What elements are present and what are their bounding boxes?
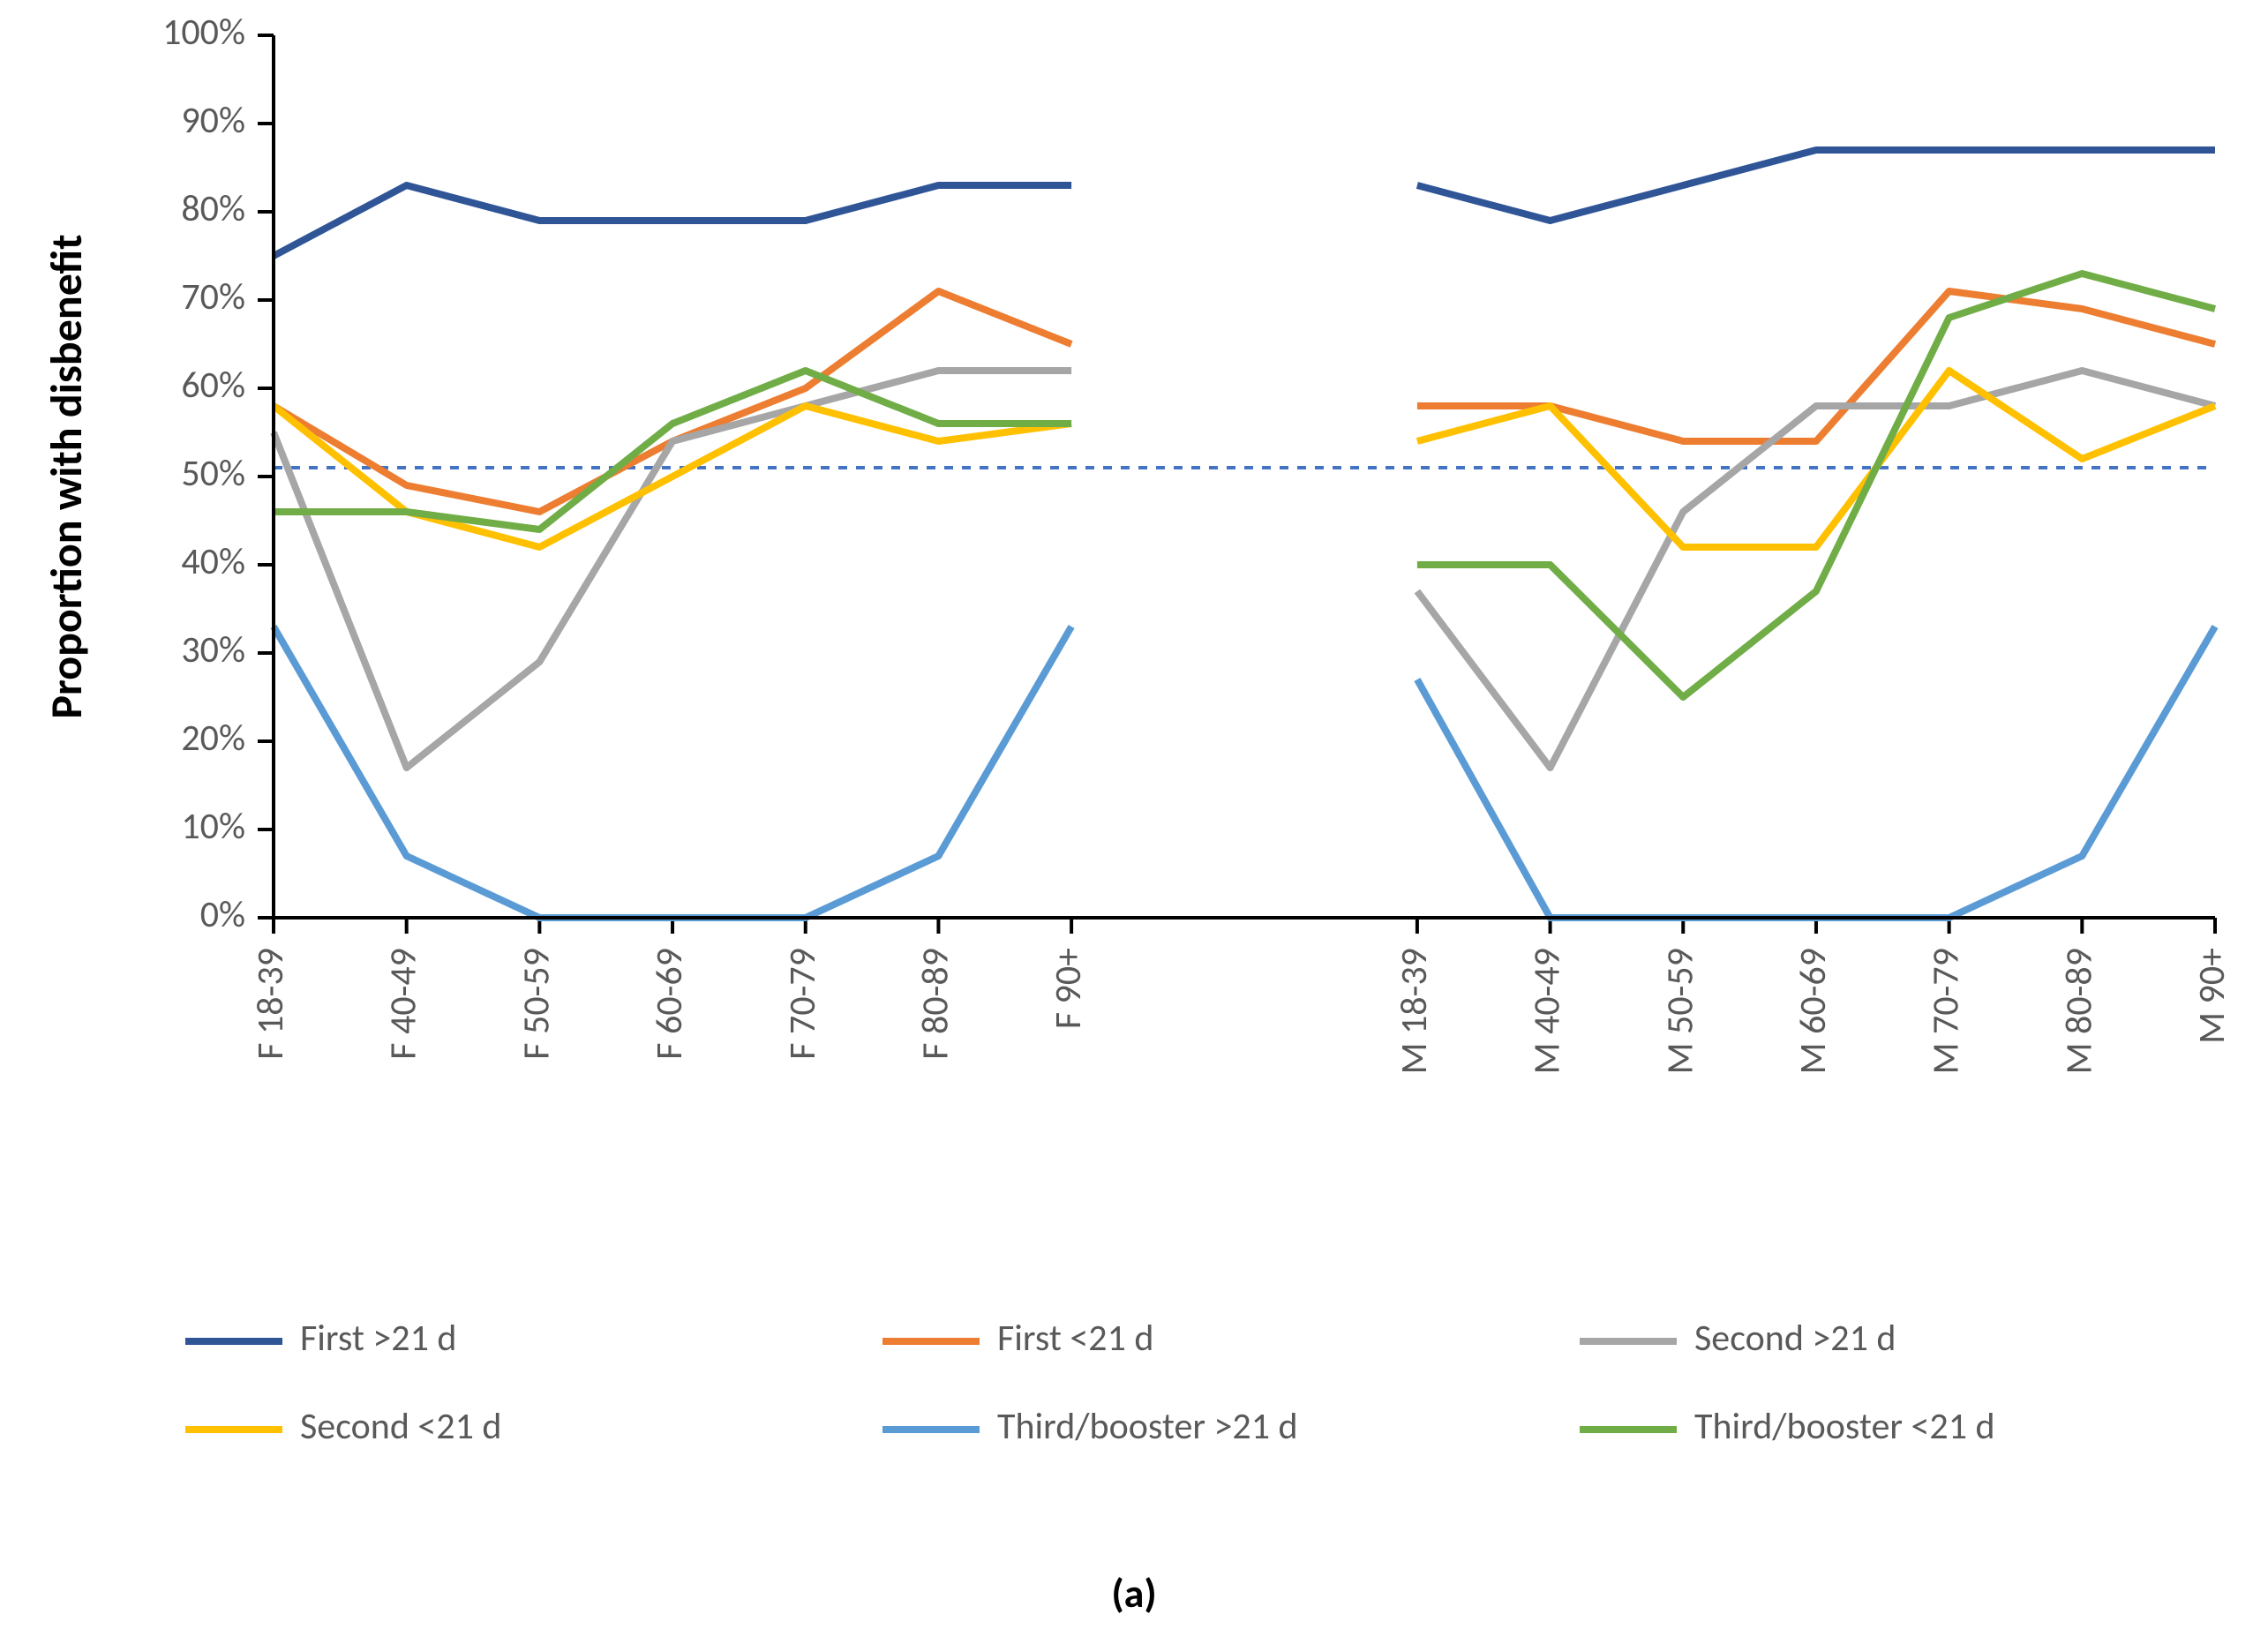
series-line — [1417, 150, 2215, 221]
caption: (a) — [1111, 1569, 1156, 1618]
series-line — [274, 627, 1071, 918]
y-tick-label: 70% — [181, 274, 245, 319]
series-line — [274, 185, 1071, 256]
x-tick-label: M 70-79 — [1924, 948, 1969, 1074]
x-tick-label: M 80-89 — [2056, 948, 2101, 1074]
legend-label: Third/booster <21 d — [1694, 1404, 1995, 1449]
y-tick-label: 30% — [181, 627, 245, 672]
chart-container: 0% 10% 20% 30% 40% 50% 60% 70% 80% 90% 100% F 18-39… — [0, 0, 2268, 1644]
x-tick-label: M 18-39 — [1392, 948, 1437, 1074]
y-tick-label: 50% — [181, 451, 245, 496]
x-tick-label: F 50-59 — [514, 948, 559, 1060]
series-line — [1417, 371, 2215, 547]
y-tick-label: 40% — [181, 539, 245, 584]
y-axis-title: Proportion with disbenefit — [40, 234, 94, 718]
series-line — [1417, 627, 2215, 918]
x-tick-label: M 50-59 — [1657, 948, 1702, 1074]
legend-label: Third/booster >21 d — [997, 1404, 1298, 1449]
legend-label: First >21 d — [300, 1316, 456, 1361]
y-tick-label: 10% — [181, 804, 245, 849]
x-tick-label: M 90+ — [2189, 948, 2234, 1044]
y-tick-label: 80% — [181, 186, 245, 231]
y-tick-label: 60% — [181, 363, 245, 408]
x-tick-label: F 60-69 — [647, 948, 692, 1060]
y-tick-label: 0% — [200, 892, 245, 937]
x-tick-label: F 80-89 — [912, 948, 958, 1060]
series-line — [1417, 274, 2215, 697]
legend-label: Second <21 d — [300, 1404, 501, 1449]
x-tick-label: M 60-69 — [1791, 948, 1836, 1074]
x-tick-label: M 40-49 — [1525, 948, 1570, 1074]
y-tick-label: 90% — [181, 98, 245, 143]
x-tick-label: F 70-79 — [780, 948, 825, 1060]
y-tick-label: 20% — [181, 716, 245, 761]
y-tick-label: 100% — [162, 10, 245, 55]
legend-label: Second >21 d — [1694, 1316, 1896, 1361]
chart-svg: 0% 10% 20% 30% 40% 50% 60% 70% 80% 90% 100% F 18-39… — [0, 0, 2268, 1644]
series-line — [1417, 291, 2215, 441]
x-tick-label: F 40-49 — [381, 948, 426, 1060]
x-tick-label: F 90+ — [1046, 948, 1091, 1029]
series-line — [274, 371, 1071, 768]
legend-label: First <21 d — [997, 1316, 1153, 1361]
series-line — [1417, 371, 2215, 768]
x-tick-label: F 18-39 — [248, 948, 293, 1060]
